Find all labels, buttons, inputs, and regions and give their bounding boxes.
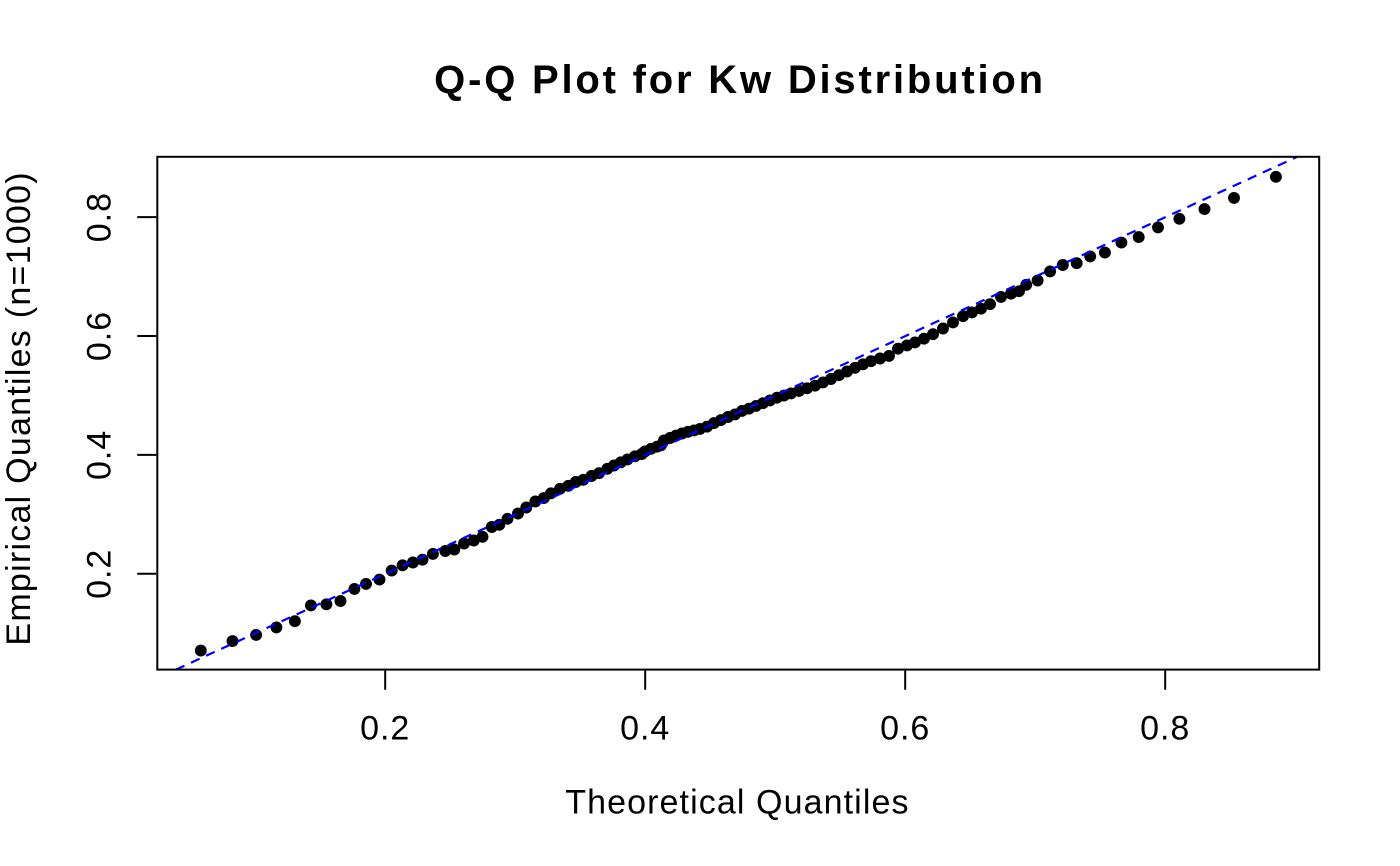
svg-text:0.4: 0.4 — [620, 709, 670, 747]
svg-text:0.4: 0.4 — [80, 430, 118, 480]
svg-text:0.2: 0.2 — [80, 549, 118, 599]
svg-text:Theoretical Quantiles: Theoretical Quantiles — [565, 783, 909, 821]
svg-text:0.6: 0.6 — [80, 311, 118, 361]
svg-text:Q-Q Plot for Kw Distribution: Q-Q Plot for Kw Distribution — [434, 58, 1046, 102]
svg-text:0.8: 0.8 — [1140, 709, 1190, 747]
svg-text:0.2: 0.2 — [360, 709, 410, 747]
svg-text:Empirical Quantiles (n=1000): Empirical Quantiles (n=1000) — [0, 171, 38, 645]
svg-text:0.8: 0.8 — [80, 192, 118, 242]
svg-text:0.6: 0.6 — [880, 709, 930, 747]
